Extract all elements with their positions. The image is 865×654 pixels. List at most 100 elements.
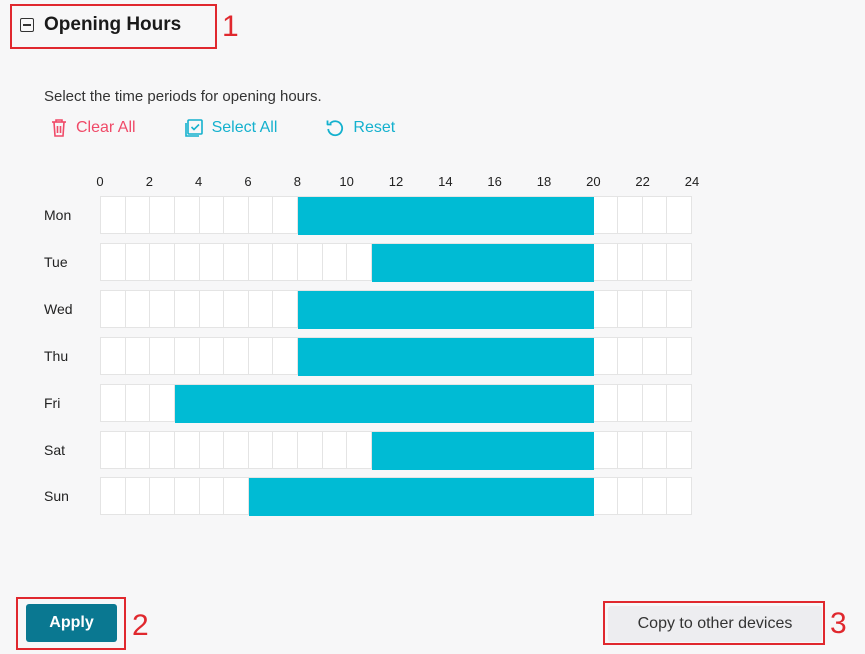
- hour-cell[interactable]: [248, 290, 274, 328]
- hour-cell[interactable]: [174, 431, 200, 469]
- hour-cell[interactable]: [347, 431, 372, 469]
- hour-cell[interactable]: [199, 431, 225, 469]
- hour-cell[interactable]: [298, 431, 323, 469]
- hour-cell[interactable]: [224, 337, 249, 375]
- hour-cell[interactable]: [125, 431, 151, 469]
- day-time-grid[interactable]: [100, 383, 692, 423]
- hour-cell[interactable]: [248, 197, 274, 234]
- hour-cell[interactable]: [125, 478, 151, 516]
- hour-cell[interactable]: [150, 384, 175, 422]
- day-time-grid[interactable]: [100, 289, 692, 329]
- hour-cell[interactable]: [199, 478, 225, 516]
- hour-cell[interactable]: [125, 243, 151, 281]
- hour-cell[interactable]: [150, 290, 175, 328]
- selected-hours-bar[interactable]: [298, 197, 595, 235]
- collapse-icon[interactable]: [20, 18, 34, 32]
- hour-cell[interactable]: [593, 431, 619, 469]
- hour-cell[interactable]: [273, 431, 298, 469]
- hour-cell[interactable]: [125, 384, 151, 422]
- hour-cell[interactable]: [174, 197, 200, 234]
- hour-cell[interactable]: [667, 197, 692, 234]
- selected-hours-bar[interactable]: [298, 337, 595, 376]
- hour-cell[interactable]: [618, 478, 643, 516]
- hour-cell[interactable]: [199, 290, 225, 328]
- reset-button[interactable]: Reset: [325, 118, 395, 138]
- day-time-grid[interactable]: [100, 196, 692, 235]
- hour-cell[interactable]: [322, 243, 348, 281]
- hour-cell[interactable]: [642, 478, 668, 516]
- hour-cell[interactable]: [199, 337, 225, 375]
- selected-hours-bar[interactable]: [298, 290, 595, 329]
- hour-cell[interactable]: [667, 243, 692, 281]
- hour-cell[interactable]: [150, 197, 175, 234]
- hour-cell[interactable]: [667, 478, 692, 516]
- hour-cell[interactable]: [273, 337, 298, 375]
- hour-cell[interactable]: [199, 197, 225, 234]
- hour-cell[interactable]: [667, 337, 692, 375]
- hour-cell[interactable]: [174, 337, 200, 375]
- hour-cell[interactable]: [101, 431, 126, 469]
- hour-cell[interactable]: [174, 290, 200, 328]
- hour-cell[interactable]: [150, 337, 175, 375]
- hour-cell[interactable]: [150, 431, 175, 469]
- hour-cell[interactable]: [347, 243, 372, 281]
- hour-cell[interactable]: [593, 384, 619, 422]
- hour-cell[interactable]: [667, 384, 692, 422]
- hour-cell[interactable]: [593, 290, 619, 328]
- hour-cell[interactable]: [101, 197, 126, 234]
- hour-cell[interactable]: [174, 243, 200, 281]
- hour-cell[interactable]: [273, 290, 298, 328]
- select-all-button[interactable]: Select All: [184, 118, 277, 138]
- hour-cell[interactable]: [248, 337, 274, 375]
- selected-hours-bar[interactable]: [372, 431, 595, 470]
- apply-button[interactable]: Apply: [26, 604, 117, 642]
- hour-cell[interactable]: [593, 337, 619, 375]
- hour-cell[interactable]: [618, 337, 643, 375]
- hour-cell[interactable]: [174, 478, 200, 516]
- hour-cell[interactable]: [224, 197, 249, 234]
- hour-cell[interactable]: [298, 243, 323, 281]
- hour-cell[interactable]: [642, 290, 668, 328]
- copy-to-other-devices-button[interactable]: Copy to other devices: [608, 606, 822, 642]
- hour-cell[interactable]: [248, 243, 274, 281]
- hour-cell[interactable]: [642, 243, 668, 281]
- hour-cell[interactable]: [101, 243, 126, 281]
- hour-cell[interactable]: [125, 337, 151, 375]
- clear-all-button[interactable]: Clear All: [50, 118, 136, 138]
- hour-cell[interactable]: [224, 478, 249, 516]
- hour-cell[interactable]: [125, 197, 151, 234]
- hour-cell[interactable]: [618, 243, 643, 281]
- day-time-grid[interactable]: [100, 477, 692, 517]
- hour-cell[interactable]: [224, 243, 249, 281]
- hour-cell[interactable]: [667, 290, 692, 328]
- day-time-grid[interactable]: [100, 242, 692, 282]
- hour-cell[interactable]: [322, 431, 348, 469]
- hour-cell[interactable]: [150, 478, 175, 516]
- hour-cell[interactable]: [150, 243, 175, 281]
- hour-cell[interactable]: [642, 197, 668, 234]
- hour-cell[interactable]: [593, 243, 619, 281]
- day-time-grid[interactable]: [100, 336, 692, 376]
- hour-cell[interactable]: [618, 197, 643, 234]
- day-time-grid[interactable]: [100, 430, 692, 470]
- hour-cell[interactable]: [101, 337, 126, 375]
- hour-cell[interactable]: [199, 243, 225, 281]
- hour-cell[interactable]: [273, 197, 298, 234]
- hour-cell[interactable]: [224, 431, 249, 469]
- hour-cell[interactable]: [101, 478, 126, 516]
- selected-hours-bar[interactable]: [175, 384, 595, 423]
- hour-cell[interactable]: [618, 431, 643, 469]
- hour-cell[interactable]: [224, 290, 249, 328]
- hour-cell[interactable]: [642, 337, 668, 375]
- hour-cell[interactable]: [593, 197, 619, 234]
- hour-cell[interactable]: [642, 384, 668, 422]
- hour-cell[interactable]: [593, 478, 619, 516]
- selected-hours-bar[interactable]: [249, 478, 595, 517]
- hour-cell[interactable]: [618, 290, 643, 328]
- selected-hours-bar[interactable]: [372, 243, 595, 282]
- hour-cell[interactable]: [101, 290, 126, 328]
- hour-cell[interactable]: [618, 384, 643, 422]
- hour-cell[interactable]: [101, 384, 126, 422]
- hour-cell[interactable]: [273, 243, 298, 281]
- hour-cell[interactable]: [642, 431, 668, 469]
